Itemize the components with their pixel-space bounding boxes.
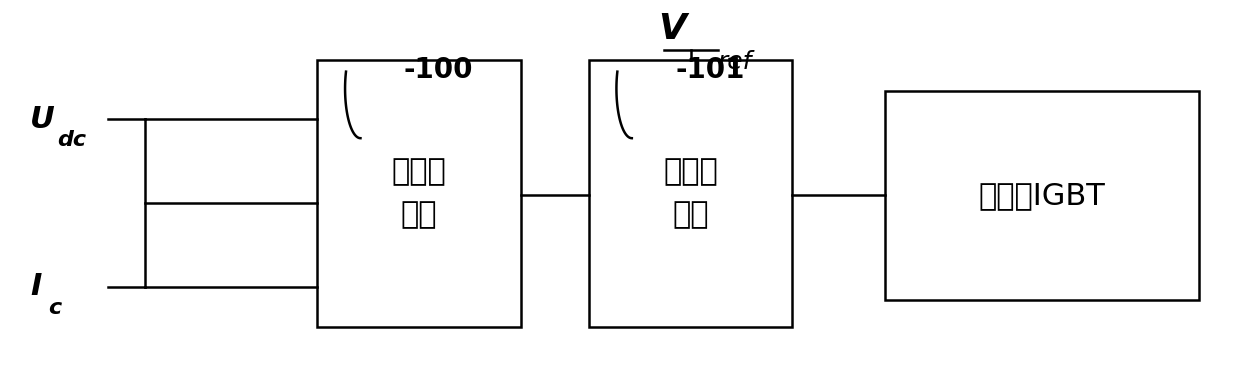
Text: U: U [30, 104, 55, 134]
Text: 加法器
模块: 加法器 模块 [392, 158, 446, 229]
Bar [885, 91, 1199, 300]
Text: 比较器
模块: 比较器 模块 [663, 158, 717, 229]
Text: -101: -101 [675, 55, 745, 84]
Text: -100: -100 [404, 55, 473, 84]
Bar [317, 60, 520, 327]
Text: I: I [30, 272, 41, 301]
Text: ref: ref [717, 50, 751, 74]
Text: 待保护IGBT: 待保护IGBT [979, 181, 1105, 210]
Text: dc: dc [57, 130, 87, 150]
Text: V: V [659, 12, 686, 46]
Text: c: c [48, 298, 62, 318]
Bar [589, 60, 792, 327]
